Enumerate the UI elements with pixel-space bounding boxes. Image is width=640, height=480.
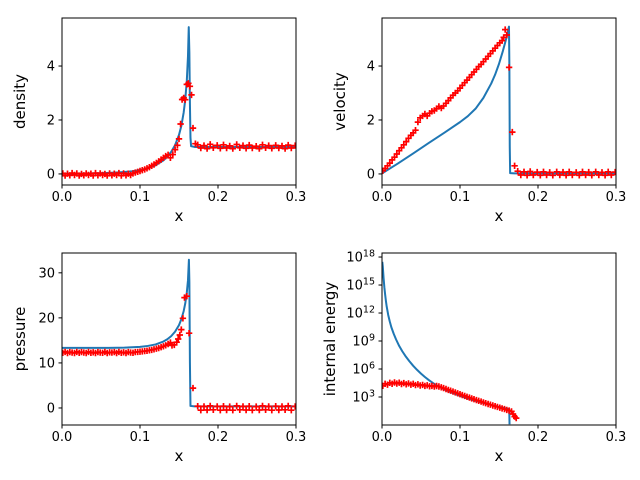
- x-tick-label: 0.3: [606, 190, 627, 205]
- velocity-simulation-markers: [382, 26, 616, 179]
- internal-energy-axes-spines: [381, 252, 617, 426]
- x-tick-label: 0.2: [208, 190, 229, 205]
- x-tick-label: 0.2: [528, 430, 549, 445]
- y-tick-label: 1018: [346, 249, 375, 266]
- y-tick-label: 4: [47, 60, 55, 75]
- pressure-simulation-markers: [62, 293, 296, 414]
- subplot-velocity: 0.0 0.1 0.2 0.3 0 2 4 x velocity: [331, 17, 627, 225]
- y-tick-label: 1012: [346, 305, 375, 322]
- y-tick-label: 106: [352, 361, 375, 378]
- internal-energy-ylabel: internal energy: [321, 282, 339, 397]
- pressure-xlabel: x: [175, 447, 184, 465]
- pressure-ylabel: pressure: [11, 307, 29, 372]
- y-tick-label: 4: [367, 60, 375, 75]
- density-axes-spines: [61, 17, 297, 186]
- pressure-exact-solution-line: [62, 258, 296, 408]
- y-tick-label: 30: [38, 266, 55, 281]
- y-tick-label: 2: [367, 113, 375, 128]
- x-tick-label: 0.1: [130, 430, 151, 445]
- internal-energy-exact-solution-line: [382, 261, 511, 425]
- x-tick-label: 0.3: [286, 430, 307, 445]
- density-exact-solution-line: [62, 26, 296, 175]
- y-tick-label: 1015: [346, 277, 375, 294]
- internal-energy-simulation-markers: [382, 379, 520, 422]
- x-tick-label: 0.3: [606, 430, 627, 445]
- x-tick-label: 0.0: [52, 190, 73, 205]
- y-tick-label: 0: [367, 167, 375, 182]
- x-tick-label: 0.0: [52, 430, 73, 445]
- y-tick-label: 20: [38, 311, 55, 326]
- velocity-xlabel: x: [495, 207, 504, 225]
- velocity-axes-spines: [381, 17, 617, 186]
- density-ylabel: density: [11, 74, 29, 129]
- y-tick-label: 2: [47, 113, 55, 128]
- x-tick-label: 0.0: [372, 190, 393, 205]
- velocity-ylabel: velocity: [331, 72, 349, 131]
- x-tick-label: 0.2: [528, 190, 549, 205]
- pressure-axes-spines: [61, 252, 297, 426]
- y-tick-label: 0: [47, 167, 55, 182]
- x-tick-label: 0.1: [450, 190, 471, 205]
- y-tick-label: 103: [352, 389, 375, 406]
- velocity-exact-solution-line: [382, 25, 616, 175]
- density-xlabel: x: [175, 207, 184, 225]
- x-tick-label: 0.0: [372, 430, 393, 445]
- y-tick-label: 109: [352, 333, 375, 350]
- x-tick-label: 0.2: [208, 430, 229, 445]
- y-tick-label: 10: [38, 356, 55, 371]
- x-tick-label: 0.1: [130, 190, 151, 205]
- subplot-density: 0.0 0.1 0.2 0.3 0 2 4 x density: [11, 17, 307, 225]
- subplot-pressure: 0.0 0.1 0.2 0.3 0 10 20 30 x pressure: [11, 252, 307, 465]
- density-simulation-markers: [62, 80, 296, 179]
- subplot-internal-energy: 0.0 0.1 0.2 0.3 103 106 109 1012 1015 1018 x intern…: [321, 249, 626, 465]
- y-tick-label: 0: [47, 401, 55, 416]
- x-tick-label: 0.3: [286, 190, 307, 205]
- internal-energy-xlabel: x: [495, 447, 504, 465]
- x-tick-label: 0.1: [450, 430, 471, 445]
